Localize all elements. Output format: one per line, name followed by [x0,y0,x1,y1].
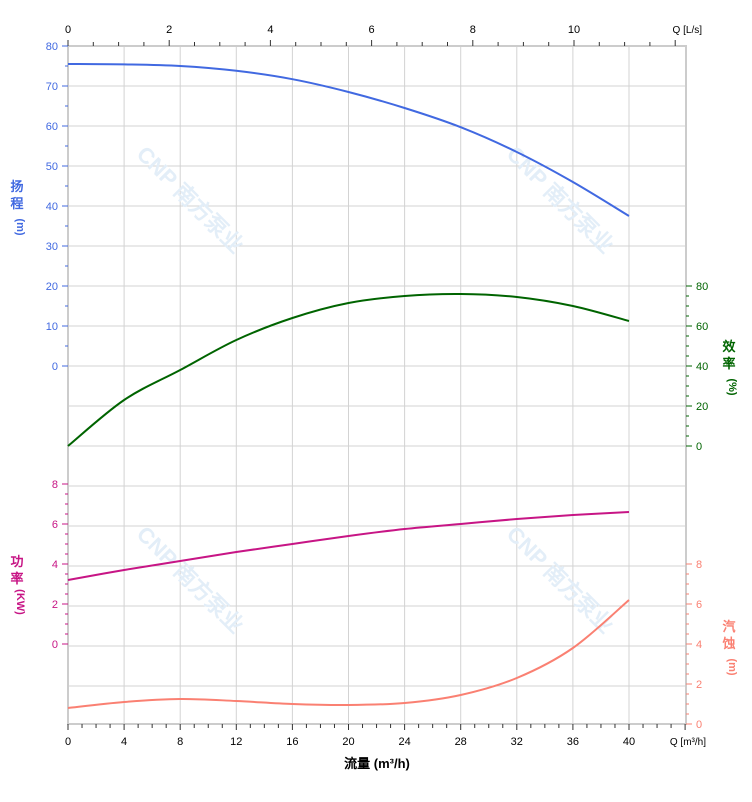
x-tick-label: 12 [230,736,242,748]
x-tick-label: 40 [623,736,635,748]
watermark-logo: CNP 南方泵业 [502,521,619,638]
head-y-tick-label: 10 [46,321,58,333]
head-axis-title: 程 [10,196,23,211]
x-top-unit-label: Q [L/s] [673,25,703,36]
x-tick-label: 16 [286,736,298,748]
head-curve [67,63,630,217]
power-y-tick-label: 2 [52,599,58,611]
power-axis-title: 率 [10,571,23,586]
x-tick-label: 32 [511,736,523,748]
eff-curve [67,292,630,447]
x-tick-label: 20 [342,736,354,748]
head-y-tick-label: 40 [46,201,58,213]
x-top-tick-label: 10 [568,24,580,36]
axes: 0 4 8 12 16 20 24 28 32 36 40 Q [m³/h]0 2 4 6 8 10 Q [L/s… [46,24,709,748]
x-tick-label: 4 [121,736,127,748]
npsh-y-tick-label: 2 [696,679,702,691]
x-tick-label: 8 [177,736,183,748]
x-top-tick-label: 6 [369,24,375,36]
npsh-axis-unit: (m) [726,658,738,675]
x-tick-label: 28 [455,736,467,748]
head-axis-unit: (m) [14,218,26,235]
power-y-tick-label: 6 [52,519,58,531]
eff-axis-title: 效 [722,339,736,354]
x-tick-label: 0 [65,736,71,748]
head-y-tick-label: 80 [46,41,58,53]
head-y-tick-label: 60 [46,121,58,133]
x-top-tick-label: 2 [166,24,172,36]
power-y-tick-label: 4 [52,559,58,571]
npsh-y-tick-label: 0 [696,719,702,731]
watermark-logo: CNP 南方泵业 [132,141,249,258]
x-top-tick-label: 0 [65,24,71,36]
eff-y-tick-label: 40 [696,361,708,373]
power-curve [67,511,630,581]
npsh-y-tick-label: 8 [696,559,702,571]
watermark-logo: CNP 南方泵业 [132,521,249,638]
eff-y-tick-label: 20 [696,401,708,413]
npsh-y-tick-label: 6 [696,599,702,611]
eff-y-tick-label: 60 [696,321,708,333]
head-y-tick-label: 20 [46,281,58,293]
axis-labels: 流量 (m³/h)扬程(m)效率(%)功率(KW)汽蚀(m) [10,179,738,771]
eff-axis-title: 率 [722,356,735,371]
eff-axis-unit: (%) [726,378,738,395]
x-top-tick-label: 8 [470,24,476,36]
x-tick-label: 24 [398,736,410,748]
npsh-y-tick-label: 4 [696,639,702,651]
power-y-tick-label: 0 [52,639,58,651]
head-y-tick-label: 30 [46,241,58,253]
eff-y-tick-label: 0 [696,441,702,453]
x-unit-label: Q [m³/h] [670,737,706,748]
grid [67,45,687,725]
power-y-tick-label: 8 [52,479,58,491]
npsh-axis-title: 汽 [722,619,735,634]
eff-y-tick-label: 80 [696,281,708,293]
head-y-tick-label: 0 [52,361,58,373]
head-y-tick-label: 70 [46,81,58,93]
x-tick-label: 36 [567,736,579,748]
head-axis-title: 扬 [10,179,23,194]
series-lines [67,63,630,709]
npsh-curve [67,599,630,709]
x-axis-title: 流量 (m³/h) [344,756,410,771]
power-axis-title: 功 [10,554,23,569]
head-y-tick-label: 50 [46,161,58,173]
power-axis-unit: (KW) [14,589,26,615]
npsh-axis-title: 蚀 [721,636,735,651]
x-top-tick-label: 4 [267,24,273,36]
